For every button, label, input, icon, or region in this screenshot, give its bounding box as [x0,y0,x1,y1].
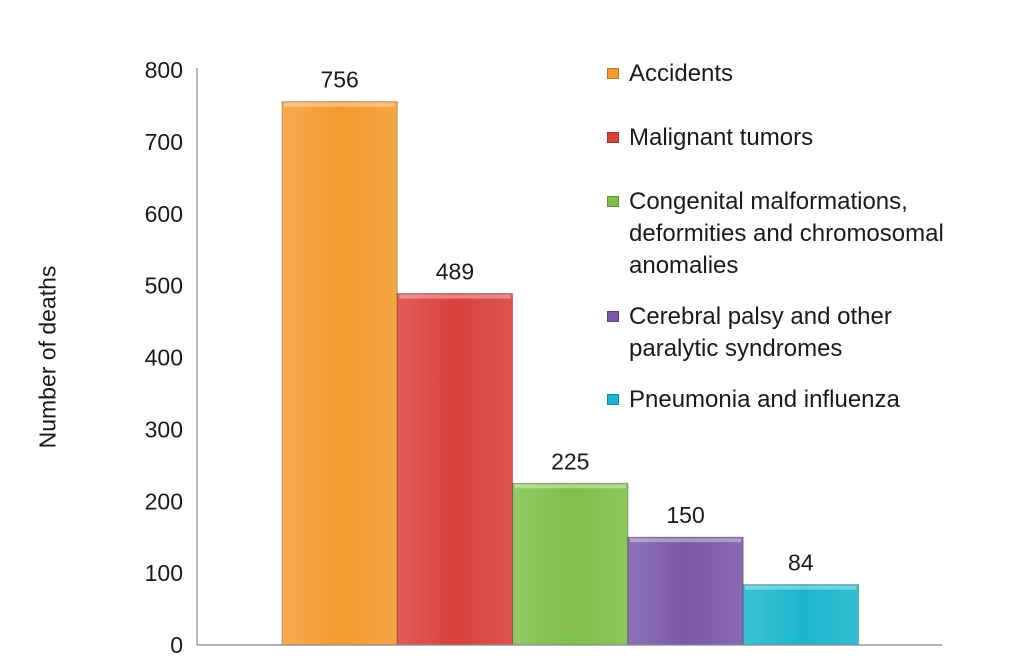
y-tick-label: 0 [170,632,183,658]
data-label: 756 [320,67,358,93]
legend-label: Accidents [629,60,734,87]
legend-item: Pneumonia and influenza [605,384,1020,416]
data-label: 489 [436,259,474,285]
bar-bevel [399,294,511,299]
bar-bevel [745,585,857,590]
bar-bevel [629,538,742,543]
data-label: 150 [666,502,704,528]
legend-label: Pneumonia and influenza [629,386,900,413]
y-axis-label: Number of deaths [34,265,61,449]
data-label: 84 [788,550,814,576]
legend-item: Malignant tumors [605,122,1020,154]
legend-item: Congenital malformations, deformities and… [605,186,1020,282]
y-tick-label: 300 [145,416,183,442]
y-tick-label: 400 [145,345,183,371]
bar-bevel [284,102,396,107]
legend-label: Congenital malformations, [629,188,908,215]
legend-item: Accidents [605,58,1020,90]
legend-swatch [607,196,619,207]
bar-3 [512,482,629,646]
legend-swatch [607,132,619,143]
bar-5 [742,584,860,646]
bar-bevel [514,484,626,489]
legend-label: Malignant tumors [629,124,814,151]
bar-4 [627,536,744,646]
legend: Accidents Malignant tumors Congenital malf… [605,58,1020,448]
data-label: 225 [551,448,589,474]
y-tick-label: 200 [145,488,183,514]
legend-label: deformities and chromosomal [629,220,944,247]
y-tick-label: 700 [145,129,183,155]
y-tick-label: 800 [145,57,183,83]
y-tick-label: 100 [145,560,183,586]
legend-item: Cerebral palsy and other paralytic syndro… [605,301,1020,365]
y-tick-label: 600 [145,201,183,227]
bar-2 [396,293,514,646]
y-tick-label: 500 [145,273,183,299]
bar-1 [281,101,398,646]
legend-swatch [607,311,619,322]
legend-label: Cerebral palsy and other [629,303,892,330]
legend-swatch [607,394,619,405]
legend-label: paralytic syndromes [629,335,843,362]
legend-swatch [607,68,619,79]
legend-label: anomalies [629,252,739,279]
